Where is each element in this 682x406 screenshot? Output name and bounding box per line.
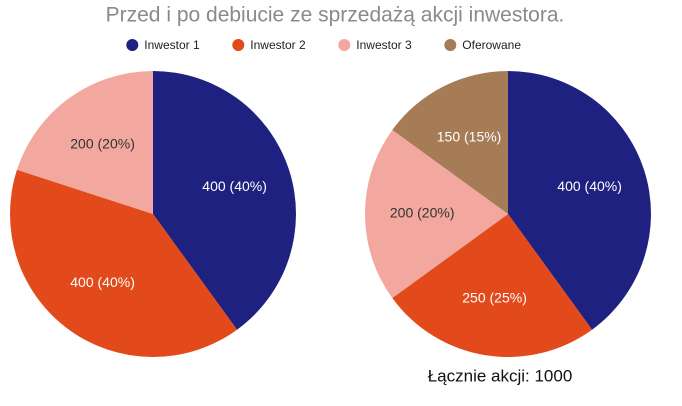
data-label: 400 (40%) [202, 178, 267, 194]
annotation: Łącznie akcji: 1000 [428, 366, 573, 385]
pie-slice [392, 71, 508, 214]
legend-label: Inwestor 3 [356, 38, 412, 52]
pie-slice [16, 71, 154, 214]
pie-slice [153, 71, 296, 330]
legend-label: Inwestor 1 [144, 38, 200, 52]
data-label: 400 (40%) [557, 178, 622, 194]
data-label: 250 (25%) [462, 289, 527, 305]
pie-slice [392, 214, 593, 357]
legend-swatch [338, 39, 351, 51]
data-label: 200 (20%) [390, 205, 455, 221]
data-label: 400 (40%) [70, 274, 135, 290]
legend-label: Inwestor 2 [250, 38, 306, 52]
data-label: 150 (15%) [437, 128, 502, 144]
chart-title: Przed i po debiucie ze sprzedażą akcji i… [106, 4, 565, 27]
pie-slice [508, 71, 651, 330]
pie-slice [10, 169, 238, 357]
legend-label: Oferowane [462, 38, 521, 52]
data-label: 200 (20%) [70, 135, 135, 151]
legend-swatch [444, 39, 457, 51]
legend-swatch [232, 39, 245, 51]
legend-swatch [126, 39, 139, 51]
pie-slice [365, 129, 508, 299]
